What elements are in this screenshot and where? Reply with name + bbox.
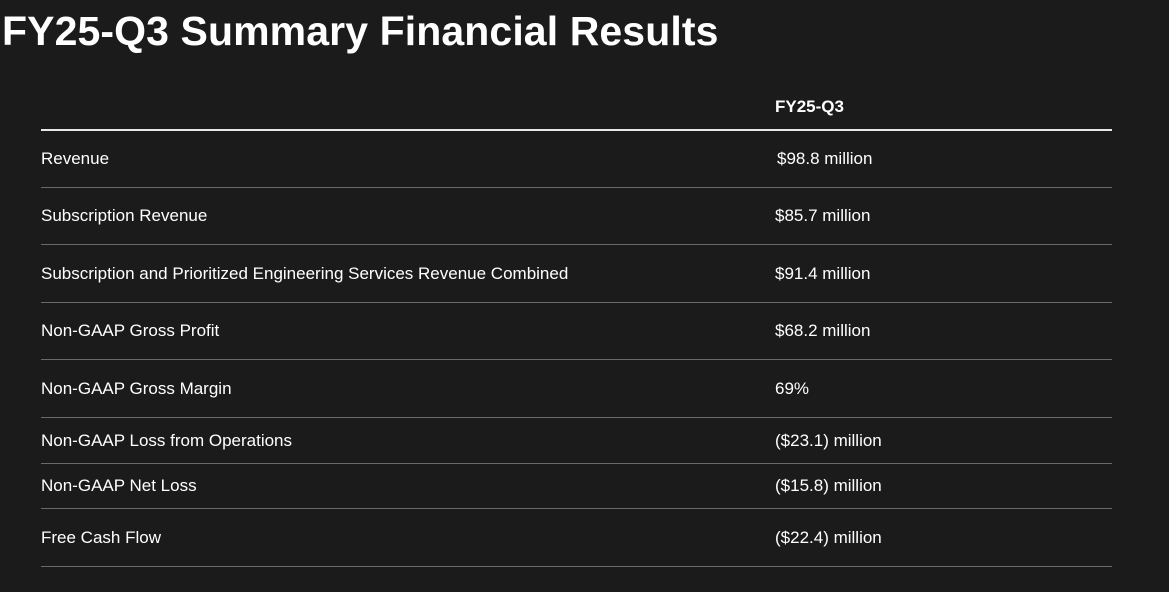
table-row-non-gaap-net-loss: Non-GAAP Net Loss ($15.8) million xyxy=(41,464,1112,509)
row-value: ($23.1) million xyxy=(775,430,882,450)
row-label: Subscription Revenue xyxy=(41,206,208,225)
table-row-subscription-and-pes-revenue: Subscription and Prioritized Engineering… xyxy=(41,245,1112,303)
table-header-row: FY25-Q3 xyxy=(41,88,1112,131)
row-value: 69% xyxy=(775,378,810,398)
row-value: $68.2 million xyxy=(775,321,871,340)
row-value: ($22.4) million xyxy=(775,527,882,547)
table-row-free-cash-flow: Free Cash Flow ($22.4) million xyxy=(41,509,1112,567)
page-title: FY25-Q3 Summary Financial Results xyxy=(2,8,719,54)
table-row-subscription-revenue: Subscription Revenue $85.7 million xyxy=(41,188,1112,245)
row-value: ($15.8) million xyxy=(775,476,882,495)
row-label: Subscription and Prioritized Engineering… xyxy=(41,263,569,283)
row-label: Non-GAAP Gross Profit xyxy=(41,321,220,340)
table-row-non-gaap-loss-from-operations: Non-GAAP Loss from Operations ($23.1) mi… xyxy=(41,418,1112,464)
row-label: Non-GAAP Gross Margin xyxy=(41,378,232,398)
table-row-revenue: Revenue $98.8 million xyxy=(41,131,1112,188)
row-label: Revenue xyxy=(41,149,110,168)
row-value: $85.7 million xyxy=(775,206,871,225)
row-value: $98.8 million xyxy=(777,149,873,168)
row-value: $91.4 million xyxy=(775,263,871,283)
table-row-non-gaap-gross-profit: Non-GAAP Gross Profit $68.2 million xyxy=(41,303,1112,360)
row-label: Non-GAAP Net Loss xyxy=(41,476,197,495)
column-header-fy25-q3: FY25-Q3 xyxy=(775,97,844,116)
financial-results-table: FY25-Q3 Revenue $98.8 million Subscripti… xyxy=(41,88,1112,567)
row-label: Non-GAAP Loss from Operations xyxy=(41,430,293,450)
row-label: Free Cash Flow xyxy=(41,527,161,547)
table-row-non-gaap-gross-margin: Non-GAAP Gross Margin 69% xyxy=(41,360,1112,418)
